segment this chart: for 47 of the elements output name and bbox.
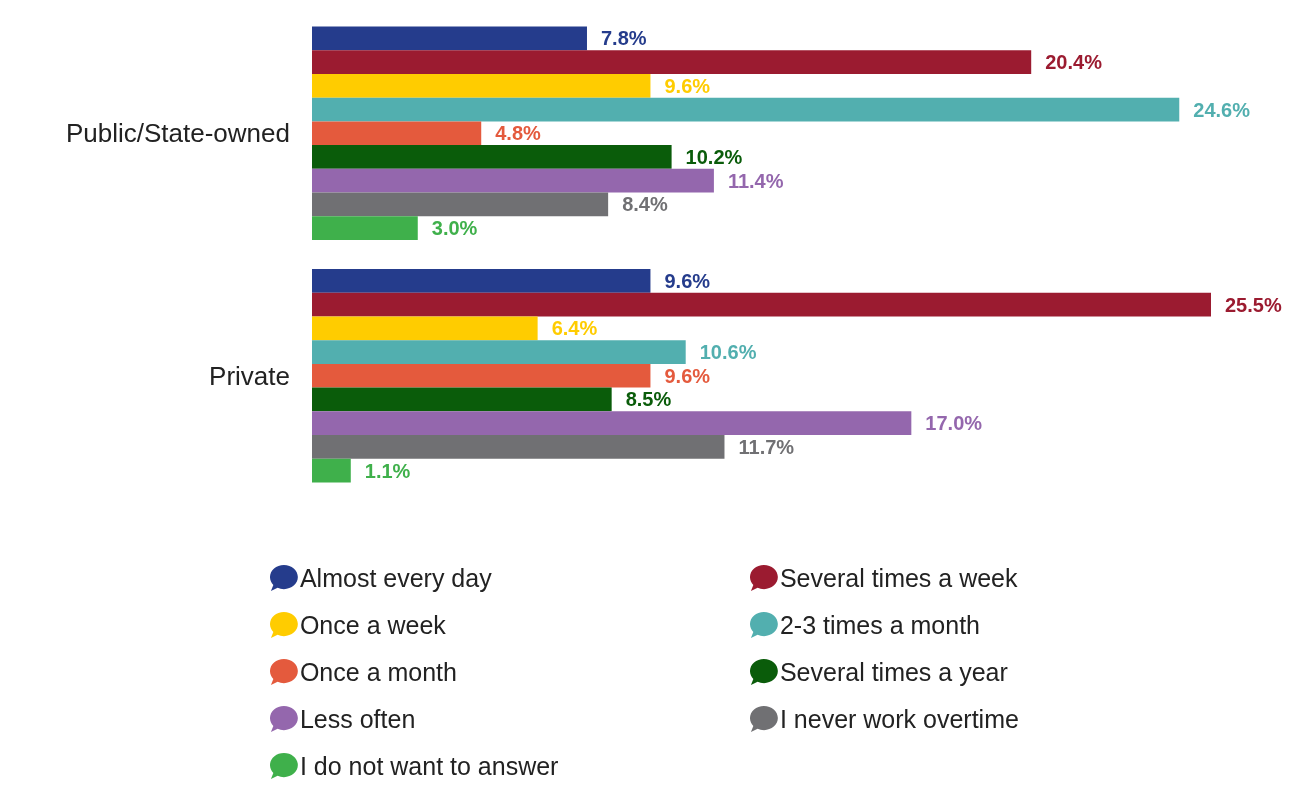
legend-label: 2-3 times a month (779, 611, 981, 639)
bar (312, 411, 912, 436)
y-tick-label: Public/State-owned (65, 118, 290, 149)
data-label: 20.4% (1045, 51, 1103, 74)
data-label: 10.6% (699, 341, 757, 364)
bar (312, 73, 651, 98)
data-label: 10.2% (685, 145, 743, 168)
legend-label: Almost every day (299, 564, 493, 592)
legend-label: Once a week (299, 611, 447, 639)
data-label: 9.6% (664, 364, 711, 387)
data-label: 9.6% (664, 74, 711, 97)
legend-label: Once a month (299, 658, 457, 686)
bar (312, 458, 351, 483)
data-label: 1.1% (364, 459, 411, 482)
data-label: 17.0% (925, 412, 983, 435)
bar (312, 168, 714, 193)
data-label: 3.0% (431, 217, 478, 240)
data-label: 25.5% (1225, 293, 1282, 316)
data-label: 8.5% (625, 388, 672, 411)
data-label: 24.6% (1193, 98, 1251, 121)
bar (312, 50, 1032, 74)
bar (312, 26, 587, 51)
legend-label: I never work overtime (779, 705, 1019, 733)
legend-label: I do not want to answer (299, 752, 559, 780)
data-label: 11.7% (738, 435, 795, 458)
bar (312, 269, 651, 293)
bar (312, 363, 651, 388)
data-label: 6.4% (551, 317, 598, 340)
legend-label: Several times a year (779, 658, 1008, 686)
bar (312, 435, 725, 459)
bar (312, 97, 1180, 122)
legend-label: Less often (299, 705, 416, 733)
bar (312, 387, 612, 412)
data-label: 8.4% (622, 193, 668, 216)
bar (312, 192, 609, 217)
bar (312, 292, 1211, 317)
bar (312, 340, 686, 364)
data-label: 7.8% (600, 27, 647, 50)
bar (312, 316, 538, 341)
data-label: 9.6% (664, 269, 711, 292)
bar (312, 216, 418, 240)
data-label: 4.8% (495, 122, 542, 145)
bar (312, 145, 672, 169)
legend-label: Several times a week (779, 564, 1019, 592)
bar (312, 121, 482, 146)
y-tick-label: Private (209, 360, 290, 391)
data-label: 11.4% (727, 169, 784, 192)
